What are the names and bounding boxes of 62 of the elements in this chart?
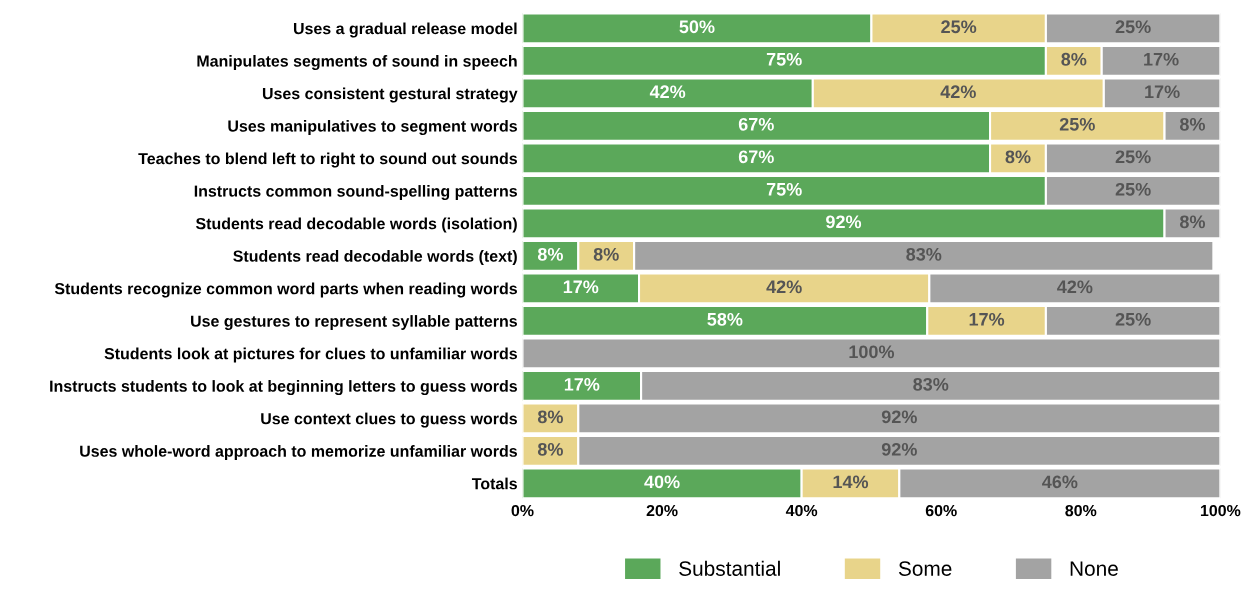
data-label: 58% (707, 312, 743, 326)
y-tick-label: Uses a gradual release model (293, 22, 517, 38)
y-tick-label: Instructs students to look at beginning letters to guess words (50, 380, 517, 396)
y-tick-label: Totals (471, 477, 517, 490)
x-tick-label: 80% (1065, 504, 1097, 517)
y-tick-label: Teaches to blend left to right to sound out sounds (138, 152, 517, 168)
data-label: 92% (881, 442, 917, 456)
data-label: 67% (738, 117, 774, 131)
data-label: 25% (1115, 312, 1151, 326)
data-label: 8% (1061, 52, 1087, 66)
data-label: 75% (766, 52, 802, 66)
x-tick-label: 0% (511, 504, 534, 517)
y-tick-label: Uses whole-word approach to memorize unfamiliar words (80, 445, 517, 460)
data-label: 14% (833, 475, 869, 489)
data-label: 83% (913, 377, 949, 391)
y-tick-label: Students read decodable words (text) (233, 250, 517, 265)
data-label: 17% (1144, 52, 1179, 66)
y-tick-label: Manipulates segments of sound in speech (197, 55, 517, 70)
data-label: 50% (679, 20, 715, 34)
data-label: 40% (644, 475, 680, 489)
data-label: 8% (537, 410, 563, 424)
x-tick-label: 100% (1200, 504, 1241, 517)
data-label: 42% (940, 85, 976, 99)
data-label: 8% (1005, 150, 1031, 164)
data-label: 17% (563, 280, 599, 294)
data-label: 25% (1115, 20, 1151, 34)
data-label: 8% (1179, 215, 1206, 229)
legend-label: Substantial (679, 560, 780, 576)
data-label: 25% (1115, 150, 1151, 164)
x-tick-label: 40% (785, 504, 818, 517)
y-tick-label: Students recognize common word parts when reading words (54, 282, 517, 298)
data-label: 17% (969, 312, 1005, 326)
x-tick-label: 60% (925, 504, 957, 517)
data-label: 83% (906, 247, 942, 261)
data-label: 92% (826, 215, 862, 229)
data-label: 8% (537, 442, 563, 456)
data-label: 46% (1042, 475, 1078, 489)
legend-label: Some (898, 561, 952, 576)
y-tick-label: Use gestures to represent syllable patterns (191, 315, 517, 331)
y-tick-label: Uses manipulatives to segment words (228, 120, 517, 135)
data-label: 17% (564, 377, 600, 391)
data-label: 67% (738, 150, 774, 164)
data-label: 100% (849, 345, 895, 359)
y-tick-label: Students read decodable words (isolation) (195, 217, 517, 233)
data-label: 42% (1057, 280, 1093, 294)
data-label: 17% (1145, 85, 1180, 99)
data-label: 42% (649, 85, 686, 99)
y-tick-label: Students look at pictures for clues to unfamiliar words (104, 347, 517, 363)
y-tick-label: Instructs common sound-spelling patterns (194, 185, 517, 201)
legend-label: None (1070, 561, 1118, 576)
data-label: 25% (941, 20, 977, 34)
data-label: 25% (1059, 117, 1095, 131)
data-label: 92% (881, 410, 917, 424)
data-label: 8% (537, 247, 563, 261)
data-label: 75% (766, 182, 802, 196)
data-label: 8% (1179, 117, 1206, 131)
y-tick-label: Use context clues to guess words (261, 412, 517, 428)
data-label: 8% (593, 247, 619, 261)
y-tick-label: Uses consistent gestural strategy (262, 87, 518, 103)
data-label: 25% (1115, 182, 1151, 196)
data-label: 42% (766, 280, 802, 294)
x-tick-label: 20% (646, 504, 678, 517)
